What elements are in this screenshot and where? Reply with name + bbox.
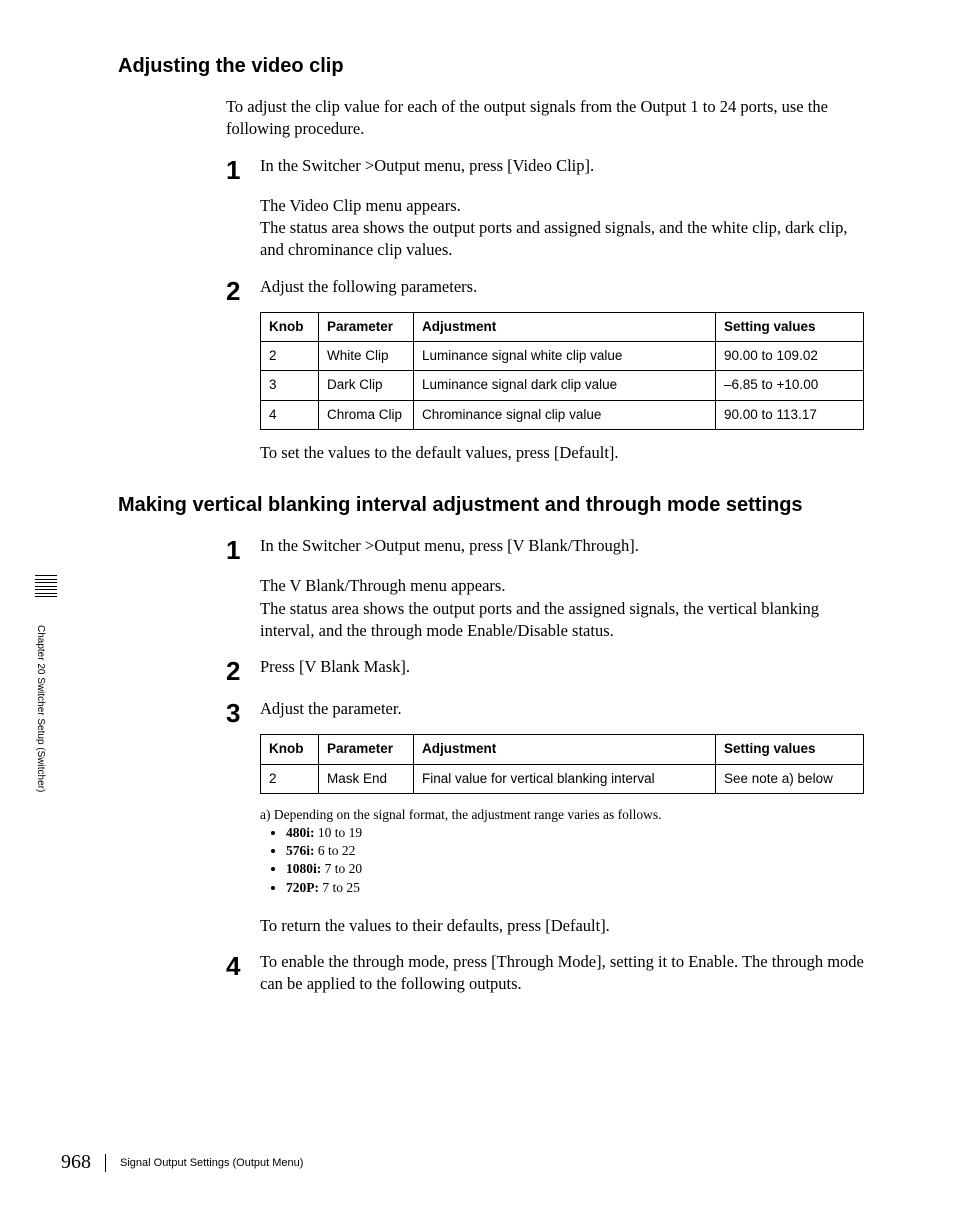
cell: 3 bbox=[261, 371, 319, 400]
vblank-table: Knob Parameter Adjustment Setting values… bbox=[260, 734, 864, 793]
footnote-item: 1080i: 7 to 20 bbox=[286, 860, 864, 878]
cell: Mask End bbox=[319, 764, 414, 793]
footnote-item: 480i: 10 to 19 bbox=[286, 824, 864, 842]
step-sub1: The V Blank/Through menu appears. bbox=[260, 575, 864, 597]
section1-heading: Adjusting the video clip bbox=[118, 55, 864, 78]
step-text: In the Switcher >Output menu, press [Vid… bbox=[260, 155, 864, 177]
section1-step1: 1 In the Switcher >Output menu, press [V… bbox=[226, 155, 864, 262]
th-val: Setting values bbox=[716, 735, 864, 764]
section2-step3: 3 Adjust the parameter. Knob Parameter A… bbox=[226, 698, 864, 937]
footnote-intro: a) Depending on the signal format, the a… bbox=[260, 806, 864, 824]
th-knob: Knob bbox=[261, 312, 319, 341]
sidebar-lines-icon bbox=[35, 575, 57, 597]
cell: 4 bbox=[261, 400, 319, 429]
section2-heading: Making vertical blanking interval adjust… bbox=[118, 494, 864, 517]
table-row: 2 White Clip Luminance signal white clip… bbox=[261, 342, 864, 371]
cell: Luminance signal white clip value bbox=[414, 342, 716, 371]
th-param: Parameter bbox=[319, 735, 414, 764]
step-number: 1 bbox=[226, 535, 260, 563]
cell: 90.00 to 109.02 bbox=[716, 342, 864, 371]
th-adj: Adjustment bbox=[414, 735, 716, 764]
step-text: Press [V Blank Mask]. bbox=[260, 656, 864, 678]
cell: 2 bbox=[261, 342, 319, 371]
step-number: 2 bbox=[226, 656, 260, 684]
step-sub1: The Video Clip menu appears. bbox=[260, 195, 864, 217]
th-param: Parameter bbox=[319, 312, 414, 341]
section1-step2: 2 Adjust the following parameters. Knob … bbox=[226, 276, 864, 464]
footer-separator bbox=[105, 1154, 106, 1172]
sidebar-chapter: Chapter 20 Switcher Setup (Switcher) bbox=[35, 625, 46, 792]
cell: Chrominance signal clip value bbox=[414, 400, 716, 429]
step-text: Adjust the parameter. bbox=[260, 698, 864, 720]
th-knob: Knob bbox=[261, 735, 319, 764]
cell: Chroma Clip bbox=[319, 400, 414, 429]
table-row: 2 Mask End Final value for vertical blan… bbox=[261, 764, 864, 793]
cell: 90.00 to 113.17 bbox=[716, 400, 864, 429]
page-sidebar: Chapter 20 Switcher Setup (Switcher) bbox=[35, 575, 65, 792]
page-number: 968 bbox=[61, 1151, 91, 1174]
cell: White Clip bbox=[319, 342, 414, 371]
footnote-item: 720P: 7 to 25 bbox=[286, 879, 864, 897]
section2-step2: 2 Press [V Blank Mask]. bbox=[226, 656, 864, 684]
cell: Final value for vertical blanking interv… bbox=[414, 764, 716, 793]
th-adj: Adjustment bbox=[414, 312, 716, 341]
cell: 2 bbox=[261, 764, 319, 793]
page-footer: 968 Signal Output Settings (Output Menu) bbox=[61, 1151, 303, 1174]
table-row: 3 Dark Clip Luminance signal dark clip v… bbox=[261, 371, 864, 400]
step-after: To set the values to the default values,… bbox=[260, 442, 864, 464]
video-clip-table: Knob Parameter Adjustment Setting values… bbox=[260, 312, 864, 430]
cell: –6.85 to +10.00 bbox=[716, 371, 864, 400]
footnote: a) Depending on the signal format, the a… bbox=[260, 806, 864, 897]
step-sub2: The status area shows the output ports a… bbox=[260, 598, 864, 643]
cell: Dark Clip bbox=[319, 371, 414, 400]
step-number: 1 bbox=[226, 155, 260, 183]
section1-intro: To adjust the clip value for each of the… bbox=[226, 96, 864, 141]
step-number: 2 bbox=[226, 276, 260, 304]
footer-title: Signal Output Settings (Output Menu) bbox=[120, 1157, 303, 1169]
step-text: Adjust the following parameters. bbox=[260, 276, 864, 298]
footnote-item: 576i: 6 to 22 bbox=[286, 842, 864, 860]
step-number: 3 bbox=[226, 698, 260, 726]
cell: See note a) below bbox=[716, 764, 864, 793]
step-after: To return the values to their defaults, … bbox=[260, 915, 864, 937]
section2-step4: 4 To enable the through mode, press [Thr… bbox=[226, 951, 864, 996]
step-text: To enable the through mode, press [Throu… bbox=[260, 951, 864, 996]
table-row: 4 Chroma Clip Chrominance signal clip va… bbox=[261, 400, 864, 429]
section2-step1: 1 In the Switcher >Output menu, press [V… bbox=[226, 535, 864, 642]
step-sub2: The status area shows the output ports a… bbox=[260, 217, 864, 262]
cell: Luminance signal dark clip value bbox=[414, 371, 716, 400]
step-number: 4 bbox=[226, 951, 260, 979]
step-text: In the Switcher >Output menu, press [V B… bbox=[260, 535, 864, 557]
th-val: Setting values bbox=[716, 312, 864, 341]
